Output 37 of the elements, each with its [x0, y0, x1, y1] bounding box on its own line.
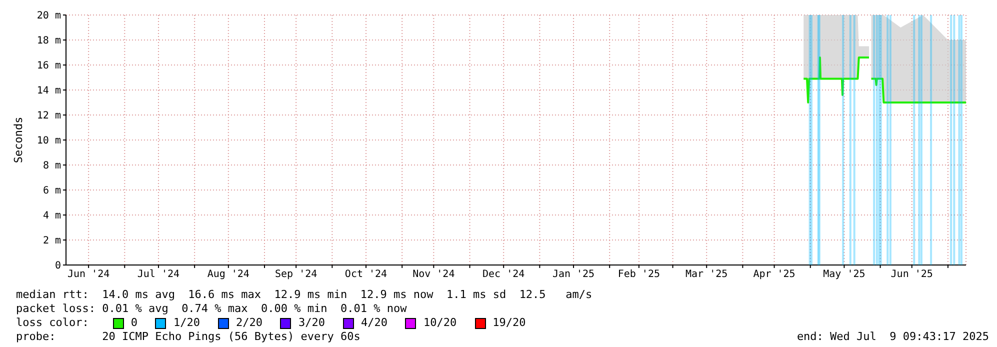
- y-tick-label: 0: [54, 260, 61, 272]
- y-tick-label: 8 m: [42, 160, 61, 172]
- text: median rtt: 14.0 ms avg 16.6 ms max 12.9 ms min 12.9 ms now 1.1 ms sd 12.5 am/s: [16, 288, 594, 302]
- y-tick-label: 14 m: [36, 86, 61, 97]
- text: probe: 20 ICMP Echo Pings (56 Bytes) every 60s: [16, 330, 360, 344]
- y-tick-label: 20 m: [36, 10, 61, 22]
- x-tick-label: Dec '24: [482, 269, 525, 280]
- x-tick-label: Nov '24: [412, 269, 455, 280]
- x-tick-label: Aug '24: [207, 269, 250, 280]
- y-axis-title: Seconds: [12, 116, 25, 164]
- legend-label: 1/20: [173, 316, 200, 330]
- legend-label: 19/20: [492, 316, 526, 330]
- x-tick-label: Feb '25: [618, 269, 660, 280]
- x-tick-label: Mar '25: [686, 269, 728, 280]
- x-tick-label: Oct '24: [344, 269, 388, 280]
- legend-label: 4/20: [360, 316, 388, 330]
- x-tick-label: Jan '25: [552, 269, 595, 280]
- x-tick-label: Jun '25: [890, 269, 933, 280]
- legend-label: 0: [130, 316, 138, 330]
- legend-label: 2/20: [236, 316, 262, 330]
- y-tick-label: 12 m: [36, 110, 61, 122]
- legend-title: loss color:: [16, 316, 89, 330]
- x-tick-label: Sep '24: [274, 269, 318, 280]
- x-tick-label: May '25: [823, 269, 866, 280]
- x-tick-label: Jul '24: [137, 269, 180, 280]
- legend-label: 10/20: [423, 316, 457, 330]
- y-tick-label: 16 m: [36, 60, 61, 72]
- y-tick-label: 2 m: [42, 236, 61, 247]
- y-tick-label: 6 m: [42, 186, 61, 197]
- text: end: Wed Jul 9 09:43:17 2025: [796, 330, 989, 344]
- x-tick-label: Apr '25: [753, 269, 796, 280]
- legend-label: 3/20: [298, 316, 325, 330]
- y-tick-label: 10 m: [36, 136, 61, 147]
- y-tick-label: 18 m: [36, 36, 61, 47]
- y-tick-label: 4 m: [42, 210, 61, 222]
- x-tick-label: Jun '24: [67, 269, 110, 280]
- text: packet loss: 0.01 % avg 0.74 % max 0.00 % min 0.01 % now: [16, 302, 408, 316]
